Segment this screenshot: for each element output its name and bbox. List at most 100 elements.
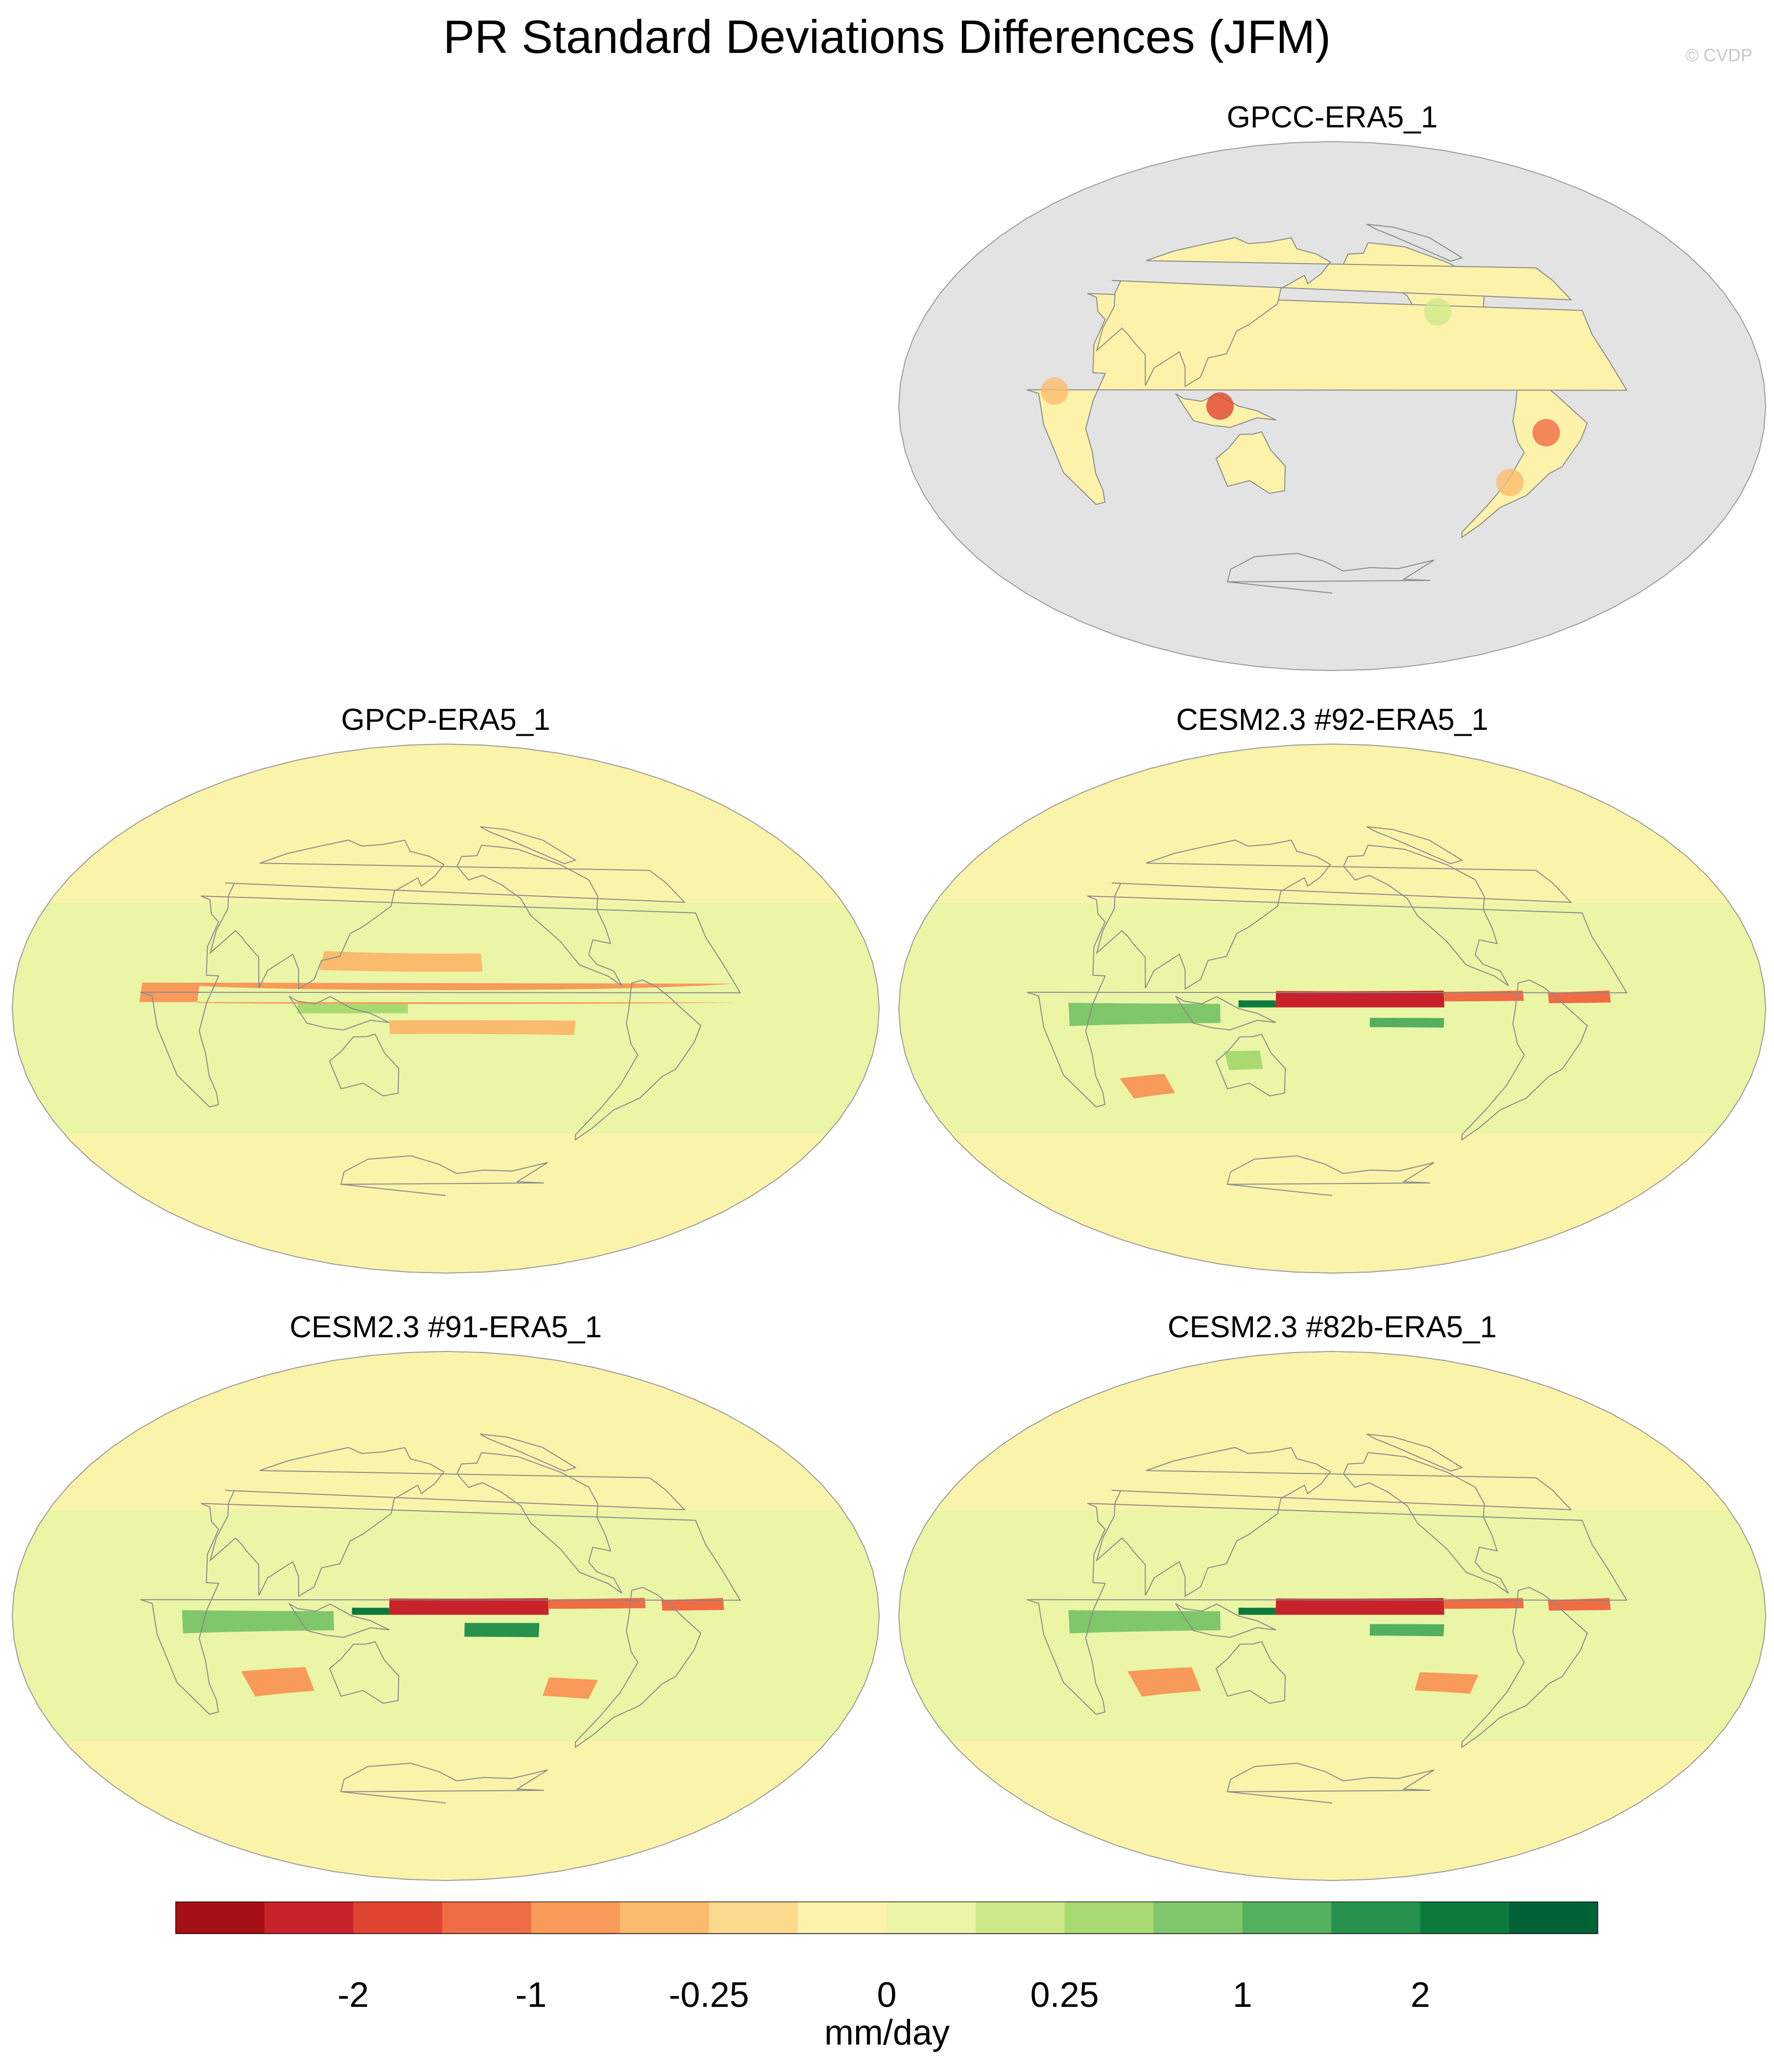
coastline-australia <box>329 1034 400 1097</box>
map-cesm92 <box>898 743 1767 1274</box>
panel-gpcp: GPCP-ERA5_1 <box>5 700 887 1288</box>
colorbar-frame <box>175 1902 1598 1934</box>
coastline-greenland <box>479 1433 577 1472</box>
field-southern-ocean <box>12 1741 879 1880</box>
map-frame <box>898 743 1767 1274</box>
colorbar-swatch <box>531 1902 621 1934</box>
panel-cesm82b: CESM2.3 #82b-ERA5_1 <box>891 1308 1773 1896</box>
field-southern-ocean <box>899 1133 1766 1273</box>
field-band <box>319 951 482 972</box>
panel-title: CESM2.3 #82b-ERA5_1 <box>1167 1310 1497 1344</box>
field-band <box>1369 1017 1444 1028</box>
field-band <box>139 982 738 1004</box>
coastline-africa <box>1027 895 1628 1108</box>
cvdp-credit: © CVDP <box>1685 45 1752 65</box>
field-band <box>1443 990 1524 1002</box>
colorbar-tick-label: -1 <box>515 1976 547 2015</box>
field-band <box>1275 1598 1444 1615</box>
coastline-namerica <box>456 844 623 987</box>
panel-title: CESM2.3 #92-ERA5_1 <box>1176 703 1488 737</box>
map-cesm82b <box>898 1350 1767 1881</box>
map-cesm91 <box>11 1350 880 1881</box>
coastline-antarctica <box>1226 1762 1435 1804</box>
colorbar-swatch <box>1153 1902 1243 1934</box>
map-frame <box>11 743 880 1274</box>
colorbar-tick-label: -2 <box>337 1976 369 2015</box>
colorbar-swatch <box>353 1902 443 1934</box>
coastline-indonesia <box>1175 1603 1276 1638</box>
field-band <box>1068 1003 1221 1026</box>
map-frame <box>898 1350 1767 1881</box>
field-band <box>182 1610 334 1634</box>
field-blob <box>1424 298 1452 326</box>
field-band <box>389 1598 549 1615</box>
panel-title: GPCP-ERA5_1 <box>341 703 551 737</box>
colorbar-swatch <box>887 1902 976 1934</box>
field-band <box>241 1667 315 1697</box>
colorbar-swatch <box>620 1902 709 1934</box>
colorbar-units: mm/day <box>824 2013 950 2052</box>
field-blob <box>1206 392 1234 420</box>
panel-title: CESM2.3 #91-ERA5_1 <box>289 1310 602 1344</box>
coastline-indonesia <box>288 1603 390 1638</box>
colorbar-tick-label: 2 <box>1410 1976 1430 2015</box>
field-band <box>464 1623 540 1638</box>
coastline-indonesia <box>1175 995 1276 1031</box>
map-frame <box>898 141 1767 672</box>
field-blob <box>1496 469 1524 497</box>
field-blob <box>1041 377 1069 405</box>
colorbar-swatch <box>1509 1902 1598 1934</box>
coastline-eurasia <box>209 840 686 990</box>
colorbar-swatch <box>1242 1902 1332 1934</box>
coastline-eurasia <box>1096 237 1572 387</box>
field-band <box>1068 1610 1221 1634</box>
coastline-namerica <box>1343 844 1509 987</box>
colorbar-swatch <box>1420 1902 1510 1934</box>
field-band <box>1238 1608 1276 1615</box>
field-band <box>1127 1667 1201 1697</box>
field-southern-ocean <box>12 1133 879 1273</box>
colorbar-tick-label: 0.25 <box>1030 1976 1099 2015</box>
coastline-samerica <box>1461 1587 1588 1748</box>
coastline-namerica <box>1343 1452 1509 1594</box>
coastline-antarctica <box>1226 553 1435 594</box>
coastline-greenland <box>1366 826 1463 865</box>
coastline-antarctica <box>1226 1155 1435 1196</box>
field-band <box>542 1677 598 1699</box>
field-band <box>1224 1050 1263 1070</box>
panel-gpcc: GPCC-ERA5_1 <box>891 98 1773 686</box>
colorbar <box>175 1902 1598 1934</box>
coastline-antarctica <box>340 1155 548 1196</box>
field-band <box>1548 990 1611 1004</box>
coastline-samerica <box>575 979 701 1141</box>
coastline-antarctica <box>340 1762 548 1804</box>
field-band <box>1414 1672 1479 1694</box>
colorbar-swatch <box>175 1902 265 1934</box>
map-background <box>899 142 1766 671</box>
panel-cesm92: CESM2.3 #92-ERA5_1 <box>891 700 1773 1288</box>
panel-title: GPCC-ERA5_1 <box>1226 100 1438 134</box>
field-blob <box>1532 419 1560 447</box>
coastline-australia <box>1215 1034 1286 1097</box>
field-southern-ocean <box>899 1741 1766 1880</box>
coastline-samerica <box>575 1587 701 1748</box>
coastline-greenland <box>1366 1433 1463 1472</box>
field-band <box>1443 1598 1524 1609</box>
field-band <box>1369 1624 1444 1637</box>
coastline-australia <box>1215 431 1286 494</box>
colorbar-swatch <box>1064 1902 1154 1934</box>
field-band <box>389 1020 576 1036</box>
field-band <box>1275 990 1444 1008</box>
coastline-greenland <box>479 826 577 865</box>
coastline-indonesia <box>288 995 390 1031</box>
coastline-eurasia <box>1096 840 1572 990</box>
coastline-eurasia <box>1096 1447 1572 1597</box>
field-band <box>1238 1000 1276 1008</box>
coastline-africa <box>140 895 742 1108</box>
map-gpcp <box>11 743 880 1274</box>
coastline-namerica <box>456 1452 623 1594</box>
coastline-australia <box>1215 1641 1286 1704</box>
field-band <box>1548 1598 1611 1611</box>
map-frame <box>11 1350 880 1881</box>
figure-title: PR Standard Deviations Differences (JFM) <box>443 11 1331 63</box>
